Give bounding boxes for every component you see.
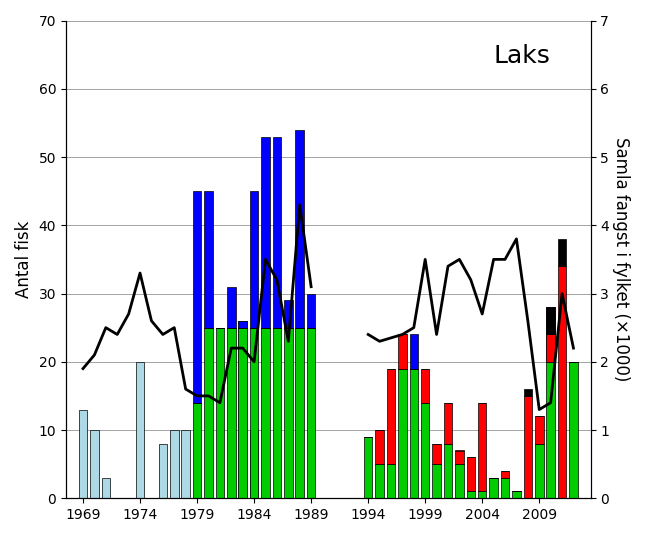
Bar (170, 430, 179, 498)
Bar (239, 321, 247, 498)
Bar (307, 294, 315, 328)
Bar (421, 403, 430, 498)
Bar (398, 335, 406, 368)
Bar (524, 396, 532, 498)
Bar (478, 403, 486, 491)
Bar (261, 136, 270, 328)
Bar (295, 328, 304, 498)
Bar (421, 368, 430, 403)
Bar (478, 491, 486, 498)
Bar (490, 478, 498, 498)
Bar (159, 444, 167, 498)
Bar (546, 307, 555, 362)
Bar (79, 410, 87, 498)
Bar (193, 403, 201, 498)
Bar (375, 464, 384, 498)
Bar (227, 328, 235, 498)
Bar (261, 328, 270, 498)
Bar (181, 430, 190, 498)
Bar (444, 444, 452, 498)
Bar (273, 136, 281, 328)
Bar (432, 464, 441, 498)
Bar (204, 191, 213, 328)
Bar (535, 416, 544, 444)
Bar (410, 335, 418, 368)
Bar (546, 362, 555, 498)
Bar (558, 266, 566, 498)
Bar (284, 300, 293, 328)
Bar (215, 328, 224, 498)
Bar (512, 491, 521, 498)
Bar (524, 389, 532, 396)
Bar (558, 239, 566, 266)
Bar (239, 328, 247, 498)
Bar (239, 321, 247, 328)
Bar (364, 437, 372, 498)
Bar (410, 368, 418, 498)
Bar (455, 451, 464, 464)
Bar (546, 307, 555, 335)
Bar (193, 191, 201, 403)
Bar (250, 328, 259, 498)
Bar (307, 328, 315, 498)
Bar (273, 328, 281, 498)
Bar (444, 403, 452, 444)
Bar (466, 491, 475, 498)
Bar (432, 444, 441, 464)
Bar (501, 471, 510, 478)
Bar (101, 478, 110, 498)
Bar (387, 464, 395, 498)
Bar (204, 328, 213, 498)
Bar (398, 368, 406, 498)
Bar (250, 191, 259, 328)
Bar (455, 464, 464, 498)
Bar (90, 430, 99, 498)
Bar (501, 478, 510, 498)
Bar (284, 328, 293, 498)
Bar (135, 362, 144, 498)
Bar (375, 430, 384, 464)
Text: Laks: Laks (494, 45, 551, 68)
Y-axis label: Antal fisk: Antal fisk (15, 221, 33, 298)
Bar (569, 362, 578, 498)
Bar (535, 444, 544, 498)
Bar (227, 287, 235, 328)
Bar (295, 130, 304, 328)
Y-axis label: Samla fangst i fylket (×1000): Samla fangst i fylket (×1000) (612, 137, 630, 382)
Bar (546, 335, 555, 362)
Bar (387, 368, 395, 464)
Bar (466, 458, 475, 491)
Bar (250, 430, 259, 498)
